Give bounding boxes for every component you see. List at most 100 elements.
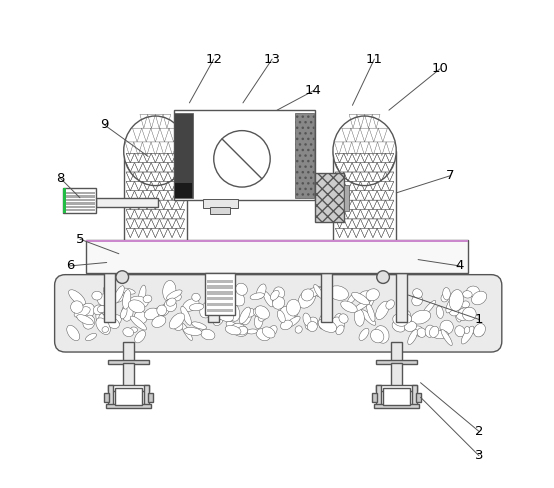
Ellipse shape — [461, 301, 469, 308]
Bar — [391, 342, 402, 361]
Bar — [412, 385, 417, 407]
Ellipse shape — [413, 326, 424, 336]
Ellipse shape — [228, 288, 245, 306]
Bar — [108, 385, 113, 407]
Text: 13: 13 — [264, 53, 281, 65]
Bar — [104, 393, 109, 402]
Bar — [174, 110, 315, 200]
Ellipse shape — [471, 291, 487, 305]
Text: 4: 4 — [455, 260, 464, 272]
Ellipse shape — [273, 297, 285, 309]
Ellipse shape — [355, 309, 365, 326]
Ellipse shape — [85, 333, 96, 341]
Ellipse shape — [353, 300, 370, 312]
Ellipse shape — [336, 325, 344, 335]
Ellipse shape — [422, 301, 435, 316]
Ellipse shape — [361, 310, 376, 325]
Ellipse shape — [358, 291, 373, 303]
Ellipse shape — [466, 286, 479, 297]
Ellipse shape — [341, 301, 357, 312]
Ellipse shape — [102, 326, 109, 332]
Ellipse shape — [173, 294, 181, 301]
Bar — [64, 199, 95, 201]
Ellipse shape — [256, 329, 270, 341]
Ellipse shape — [245, 308, 255, 317]
Ellipse shape — [369, 289, 375, 306]
Ellipse shape — [99, 314, 105, 326]
Bar — [104, 273, 115, 322]
Ellipse shape — [371, 329, 384, 343]
Ellipse shape — [303, 313, 311, 326]
Ellipse shape — [329, 286, 348, 300]
Ellipse shape — [237, 326, 248, 335]
Ellipse shape — [286, 299, 300, 316]
Ellipse shape — [201, 329, 215, 340]
Ellipse shape — [367, 304, 375, 322]
Ellipse shape — [441, 329, 452, 346]
Ellipse shape — [359, 328, 369, 341]
Ellipse shape — [396, 287, 407, 297]
Bar — [383, 387, 410, 405]
Bar — [64, 192, 95, 194]
Text: 3: 3 — [475, 449, 483, 462]
Circle shape — [116, 271, 129, 284]
Ellipse shape — [258, 311, 267, 321]
Ellipse shape — [363, 291, 373, 302]
Ellipse shape — [70, 301, 83, 313]
Bar — [344, 184, 349, 211]
Ellipse shape — [315, 286, 325, 297]
Bar — [174, 113, 193, 198]
Ellipse shape — [314, 285, 324, 299]
Bar — [63, 188, 96, 213]
Ellipse shape — [183, 299, 199, 311]
Bar — [207, 280, 233, 283]
Bar — [208, 273, 219, 322]
Ellipse shape — [98, 305, 106, 313]
Bar — [64, 205, 95, 208]
Ellipse shape — [461, 326, 474, 344]
Ellipse shape — [247, 329, 257, 334]
Ellipse shape — [96, 318, 110, 334]
Ellipse shape — [366, 289, 379, 301]
Ellipse shape — [263, 291, 273, 307]
Bar — [321, 273, 331, 322]
Ellipse shape — [331, 317, 345, 331]
Ellipse shape — [393, 314, 408, 326]
Ellipse shape — [200, 300, 218, 318]
Text: 7: 7 — [445, 169, 454, 183]
Ellipse shape — [123, 328, 134, 337]
Bar — [124, 151, 187, 240]
Ellipse shape — [254, 312, 263, 328]
Ellipse shape — [189, 304, 204, 311]
Ellipse shape — [413, 289, 422, 298]
Bar — [115, 387, 142, 405]
Ellipse shape — [152, 308, 162, 320]
Text: 11: 11 — [366, 53, 383, 65]
Ellipse shape — [74, 307, 90, 318]
Bar — [376, 360, 417, 364]
Bar — [207, 285, 233, 289]
Bar — [391, 363, 402, 387]
Bar — [207, 309, 233, 312]
Ellipse shape — [160, 304, 170, 316]
Ellipse shape — [215, 289, 228, 301]
Ellipse shape — [443, 287, 450, 300]
Ellipse shape — [463, 307, 476, 321]
Ellipse shape — [456, 307, 473, 320]
Ellipse shape — [106, 309, 114, 317]
Ellipse shape — [167, 290, 182, 300]
Text: 1: 1 — [475, 313, 483, 326]
Bar — [376, 385, 417, 391]
Ellipse shape — [425, 325, 435, 337]
Ellipse shape — [318, 319, 337, 332]
FancyBboxPatch shape — [55, 275, 502, 352]
Text: 9: 9 — [100, 118, 109, 131]
Ellipse shape — [455, 307, 461, 322]
Ellipse shape — [241, 309, 252, 325]
Ellipse shape — [412, 295, 423, 306]
Ellipse shape — [255, 306, 269, 319]
Text: 10: 10 — [432, 62, 448, 75]
Bar — [211, 206, 230, 214]
Ellipse shape — [165, 299, 177, 311]
Bar — [207, 291, 233, 295]
